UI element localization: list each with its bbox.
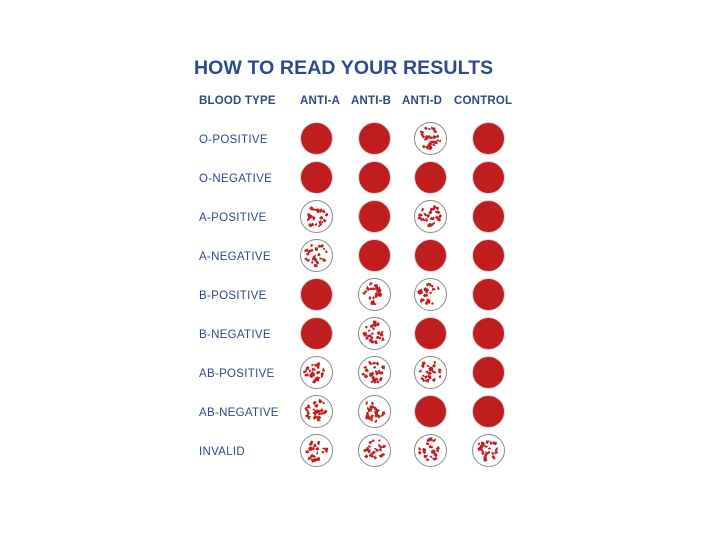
agglutination-clumps bbox=[417, 437, 440, 462]
result-circle-agglutinated bbox=[471, 434, 505, 467]
result-circle-agglutinated bbox=[299, 239, 333, 272]
result-circle-no-reaction bbox=[357, 239, 391, 272]
row-label: O-NEGATIVE bbox=[199, 173, 273, 185]
agglutination-clumps bbox=[476, 440, 498, 462]
result-circle-no-reaction bbox=[471, 239, 505, 272]
result-circle-no-reaction bbox=[471, 122, 505, 155]
row-label: AB-NEGATIVE bbox=[199, 407, 279, 419]
result-circle-no-reaction bbox=[471, 278, 505, 311]
agglutination-clumps bbox=[417, 361, 442, 384]
result-circle-no-reaction bbox=[357, 161, 391, 194]
result-circle-no-reaction bbox=[471, 161, 505, 194]
chart-title: HOW TO READ YOUR RESULTS bbox=[194, 57, 494, 79]
result-circle-no-reaction bbox=[413, 161, 447, 194]
agglutination-clumps bbox=[416, 282, 440, 306]
result-circle-no-reaction bbox=[357, 200, 391, 233]
result-circle-agglutinated bbox=[357, 356, 391, 389]
result-circle-agglutinated bbox=[413, 200, 447, 233]
agglutination-clumps bbox=[303, 243, 328, 268]
result-circle-no-reaction bbox=[413, 395, 447, 428]
result-circle-no-reaction bbox=[299, 278, 333, 311]
result-circle-agglutinated bbox=[357, 317, 391, 350]
result-circle-no-reaction bbox=[299, 161, 333, 194]
agglutination-clumps bbox=[302, 361, 325, 384]
header-anti-b: ANTI-B bbox=[351, 95, 392, 107]
result-circle-agglutinated bbox=[357, 278, 391, 311]
result-circle-agglutinated bbox=[299, 200, 333, 233]
result-circle-agglutinated bbox=[357, 395, 391, 428]
header-blood-type: BLOOD TYPE bbox=[199, 95, 276, 107]
row-label: A-POSITIVE bbox=[199, 212, 267, 224]
agglutination-clumps bbox=[306, 206, 328, 228]
header-anti-d: ANTI-D bbox=[402, 95, 443, 107]
agglutination-clumps bbox=[362, 320, 385, 345]
result-circle-agglutinated bbox=[299, 356, 333, 389]
row-label: B-POSITIVE bbox=[199, 290, 267, 302]
agglutination-clumps bbox=[303, 398, 327, 422]
result-circle-agglutinated bbox=[413, 434, 447, 467]
result-circle-agglutinated bbox=[413, 356, 447, 389]
result-circle-no-reaction bbox=[471, 395, 505, 428]
agglutination-clumps bbox=[417, 205, 442, 228]
header-anti-a: ANTI-A bbox=[300, 95, 341, 107]
result-circle-no-reaction bbox=[299, 122, 333, 155]
row-label: INVALID bbox=[199, 446, 245, 458]
header-control: CONTROL bbox=[454, 95, 513, 107]
result-circle-no-reaction bbox=[357, 122, 391, 155]
agglutination-clumps bbox=[362, 439, 386, 460]
agglutination-clumps bbox=[419, 126, 441, 150]
result-circle-no-reaction bbox=[471, 200, 505, 233]
agglutination-clumps bbox=[361, 282, 382, 306]
row-label: AB-POSITIVE bbox=[199, 368, 275, 380]
result-circle-no-reaction bbox=[299, 317, 333, 350]
result-circle-no-reaction bbox=[471, 317, 505, 350]
agglutination-clumps bbox=[364, 400, 386, 423]
row-label: A-NEGATIVE bbox=[199, 251, 271, 263]
row-label: O-POSITIVE bbox=[199, 134, 268, 146]
agglutination-clumps bbox=[305, 440, 328, 463]
result-circle-no-reaction bbox=[413, 239, 447, 272]
result-circle-agglutinated bbox=[357, 434, 391, 467]
result-circle-no-reaction bbox=[471, 356, 505, 389]
result-circle-agglutinated bbox=[299, 395, 333, 428]
agglutination-clumps bbox=[360, 360, 385, 384]
result-circle-no-reaction bbox=[413, 317, 447, 350]
row-label: B-NEGATIVE bbox=[199, 329, 271, 341]
result-circle-agglutinated bbox=[413, 122, 447, 155]
result-circle-agglutinated bbox=[413, 278, 447, 311]
result-circle-agglutinated bbox=[299, 434, 333, 467]
